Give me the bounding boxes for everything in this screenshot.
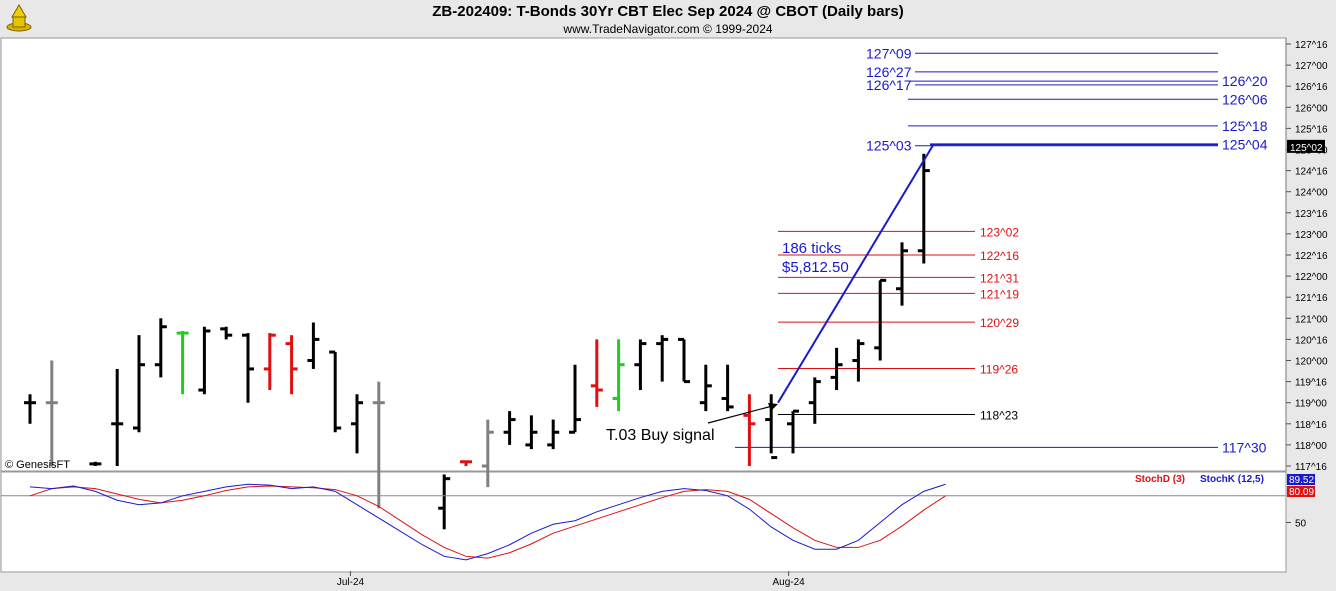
price-bars <box>24 153 930 530</box>
price-level-label: 125^04 <box>1222 136 1268 152</box>
price-tick-label: 124^16 <box>1295 167 1328 178</box>
stochastic-axis-label: 50 <box>1295 519 1307 530</box>
price-level-label: 122^16 <box>980 249 1019 263</box>
price-level-label: 121^19 <box>980 287 1019 301</box>
price-level-label: 125^18 <box>1222 118 1268 134</box>
buy-signal-label: T.03 Buy signal <box>606 427 715 444</box>
time-axis: Jul-24 Aug-24 <box>337 571 805 588</box>
price-level-label: 118^23 <box>980 409 1018 423</box>
price-tick-label: 122^16 <box>1295 251 1328 262</box>
stochd-value: 80.09 <box>1289 487 1314 498</box>
stochastic-panel <box>0 471 1287 573</box>
annotations: 186 ticks $5,812.50 T.03 Buy signal <box>606 144 934 444</box>
last-price-label: 125^02 <box>1290 143 1323 154</box>
price-tick-label: 123^16 <box>1295 209 1328 220</box>
price-level-label: 126^27 <box>866 64 912 80</box>
price-level-label: 121^31 <box>980 271 1019 285</box>
price-tick-label: 126^00 <box>1295 103 1328 114</box>
chart-title: ZB-202409: T-Bonds 30Yr CBT Elec Sep 202… <box>432 3 904 20</box>
price-level-label: 119^26 <box>980 363 1018 377</box>
price-level-label: 117^30 <box>1222 439 1267 455</box>
watermark: © GenesisFT <box>5 459 70 471</box>
buy-signal-arrowhead <box>768 403 778 411</box>
price-level-label: 125^03 <box>866 138 912 154</box>
price-level-label: 126^06 <box>1222 91 1268 107</box>
price-tick-label: 117^16 <box>1295 462 1327 473</box>
price-tick-label: 120^00 <box>1295 357 1328 368</box>
price-level-label: 126^20 <box>1222 73 1268 89</box>
price-tick-label: 124^00 <box>1295 188 1328 199</box>
projection-line <box>777 144 934 404</box>
time-tick-label: Jul-24 <box>337 577 365 588</box>
price-levels: 127^09 126^27 126^20 126^17 126^06 125^18 125^… <box>735 45 1268 455</box>
last-price-badge <box>1287 139 1325 153</box>
price-tick-label: 123^00 <box>1295 230 1328 241</box>
stochd-line <box>29 485 946 559</box>
price-panel <box>0 37 1287 472</box>
chart-header: ZB-202409: T-Bonds 30Yr CBT Elec Sep 202… <box>0 0 1336 38</box>
price-tick-label: 121^16 <box>1295 293 1328 304</box>
stochk-legend: StochK (12,5) <box>1200 474 1264 485</box>
dollars-annotation: $5,812.50 <box>782 259 849 276</box>
price-tick-label: 121^00 <box>1295 314 1328 325</box>
stochd-legend: StochD (3) <box>1135 474 1185 485</box>
stochk-value: 89.52 <box>1289 475 1314 486</box>
price-tick-label: 119^00 <box>1295 399 1327 410</box>
trade-navigator-logo-icon <box>4 3 34 33</box>
price-tick-label: 127^00 <box>1295 61 1328 72</box>
stochd-value-badge <box>1287 486 1315 497</box>
price-tick-label: 127^16 <box>1295 40 1328 51</box>
price-axis: 127^16127^00126^16126^00125^16125^00124^… <box>1285 38 1328 473</box>
buy-signal-arrow <box>707 404 777 424</box>
price-tick-label: 120^16 <box>1295 335 1328 346</box>
price-level-label: 126^17 <box>866 77 912 93</box>
ticks-annotation: 186 ticks <box>782 240 841 257</box>
chart-subtitle: www.TradeNavigator.com © 1999-2024 <box>563 22 773 36</box>
time-tick-label: Aug-24 <box>773 577 806 588</box>
price-tick-label: 119^16 <box>1295 378 1327 389</box>
price-tick-label: 125^16 <box>1295 124 1328 135</box>
price-tick-label: 126^16 <box>1295 82 1328 93</box>
price-tick-label: 122^00 <box>1295 272 1328 283</box>
price-level-label: 120^29 <box>980 316 1019 330</box>
stochk-value-badge <box>1287 474 1315 485</box>
stochk-line <box>29 483 946 561</box>
price-level-label: 123^02 <box>980 225 1019 239</box>
price-level-label: 127^09 <box>866 45 912 61</box>
price-tick-label: 118^16 <box>1295 420 1327 431</box>
price-tick-label: 118^00 <box>1295 441 1327 452</box>
